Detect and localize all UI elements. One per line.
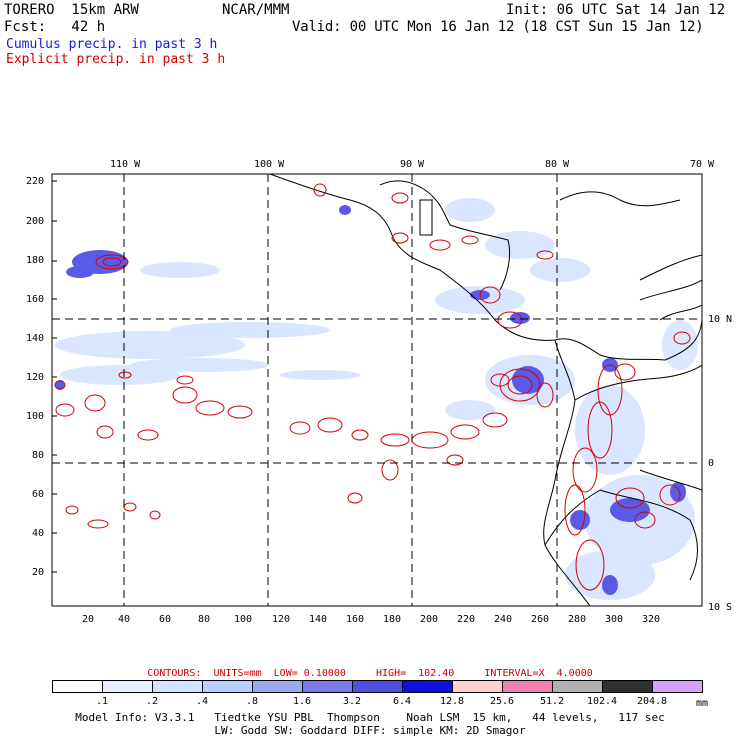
lat-label-10s: 10 S <box>708 602 733 613</box>
x-tick-label: 20 <box>82 614 95 625</box>
x-tick-label: 40 <box>118 614 131 625</box>
y-tick-label: 220 <box>26 176 45 187</box>
y-tick-label: 140 <box>26 333 45 344</box>
colorbar-swatch <box>402 680 453 693</box>
colorbar-label: 1.6 <box>292 696 312 707</box>
y-tick-label: 120 <box>26 372 45 383</box>
colorbar-swatch <box>202 680 253 693</box>
x-tick-label: 220 <box>457 614 476 625</box>
colorbar-label: 6.4 <box>392 696 412 707</box>
colorbar-label: 12.8 <box>439 696 465 707</box>
lon-label-80w: 80 W <box>545 159 570 170</box>
lat-label-10n: 10 N <box>708 314 733 325</box>
colorbar-swatch <box>252 680 303 693</box>
y-tick-label: 200 <box>26 216 45 227</box>
x-tick-label: 80 <box>198 614 211 625</box>
x-tick-label: 200 <box>420 614 439 625</box>
x-tick-label: 240 <box>494 614 513 625</box>
model-title: TORERO 15km ARW <box>4 2 139 18</box>
x-tick-label: 260 <box>531 614 550 625</box>
y-tick-label: 100 <box>26 411 45 422</box>
x-tick-label: 140 <box>309 614 328 625</box>
colorbar-label: .4 <box>195 696 209 707</box>
colorbar-swatch <box>102 680 153 693</box>
lon-label-90w: 90 W <box>400 159 425 170</box>
colorbar-swatch <box>502 680 553 693</box>
colorbar-label: 25.6 <box>489 696 515 707</box>
lon-label-100w: 100 W <box>254 159 285 170</box>
map-frame <box>51 173 703 607</box>
x-tick-label: 300 <box>605 614 624 625</box>
colorbar-swatch <box>452 680 503 693</box>
colorbar-label: 3.2 <box>342 696 362 707</box>
physics-info: LW: Godd SW: Goddard DIFF: simple KM: 2D… <box>214 724 526 737</box>
legend-explicit: Explicit precip. in past 3 h <box>6 52 226 67</box>
x-tick-label: 160 <box>346 614 365 625</box>
contour-info: CONTOURS: UNITS=mm LOW= 0.10000 HIGH= 10… <box>147 668 593 679</box>
lat-label-equator: 0 <box>708 458 715 469</box>
colorbar-swatch <box>552 680 603 693</box>
legend-cumulus: Cumulus precip. in past 3 h <box>6 37 218 52</box>
lon-label-70w: 70 W <box>690 159 715 170</box>
colorbar-swatch <box>602 680 653 693</box>
colorbar-unit: mm <box>696 698 709 709</box>
colorbar-swatch <box>302 680 353 693</box>
x-tick-label: 280 <box>568 614 587 625</box>
lat-lon-grid <box>52 174 702 606</box>
explicit-precip-contours <box>54 183 691 591</box>
y-tick-label: 80 <box>32 450 45 461</box>
lon-label-110w: 110 W <box>110 159 141 170</box>
x-tick-label: 60 <box>159 614 172 625</box>
axis-ticks <box>52 180 57 573</box>
colorbar-label: .1 <box>95 696 109 707</box>
colorbar-label: 102.4 <box>586 696 618 707</box>
valid-time: Valid: 00 UTC Mon 16 Jan 12 (18 CST Sun … <box>292 19 704 35</box>
colorbar-swatch <box>52 680 103 693</box>
colorbar-label: .8 <box>245 696 259 707</box>
y-tick-label: 40 <box>32 528 45 539</box>
colorbar-swatch <box>152 680 203 693</box>
colorbar-label: 204.8 <box>636 696 668 707</box>
colorbar-swatch <box>652 680 703 693</box>
colorbar-label: 51.2 <box>539 696 565 707</box>
x-tick-label: 180 <box>383 614 402 625</box>
x-tick-label: 120 <box>272 614 291 625</box>
init-time: Init: 06 UTC Sat 14 Jan 12 <box>506 2 726 18</box>
y-tick-label: 20 <box>32 567 45 578</box>
coastlines <box>269 174 702 606</box>
x-tick-label: 100 <box>234 614 253 625</box>
colorbar-swatch <box>352 680 403 693</box>
model-info: Model Info: V3.3.1 Tiedtke YSU PBL Thomp… <box>75 711 665 724</box>
y-tick-label: 180 <box>26 255 45 266</box>
colorbar-label: .2 <box>145 696 159 707</box>
forecast-hour: Fcst: 42 h <box>4 19 106 35</box>
organization: NCAR/MMM <box>222 2 290 18</box>
y-tick-label: 60 <box>32 489 45 500</box>
x-tick-label: 320 <box>642 614 661 625</box>
y-tick-label: 160 <box>26 294 45 305</box>
